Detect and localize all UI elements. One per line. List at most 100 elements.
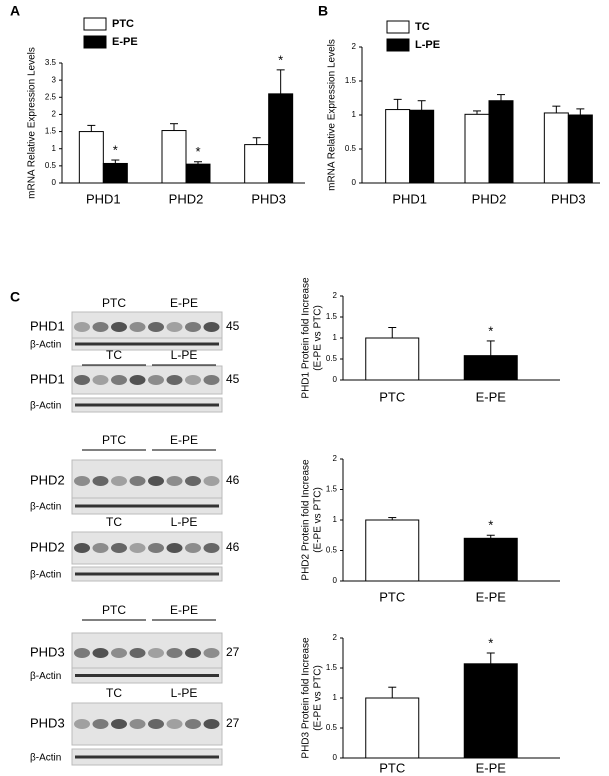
blot-band (92, 375, 109, 385)
y-tick-label: 1.5 (45, 127, 57, 136)
y-tick-label: 0.5 (326, 546, 338, 555)
blot-band (148, 719, 164, 729)
y-axis-label: PHD1 Protein fold Increase (301, 277, 312, 399)
blot-band (74, 648, 90, 658)
y-axis-label: (E-PE vs PTC) (313, 665, 324, 731)
bar (463, 537, 518, 582)
bar (185, 163, 211, 184)
blot-band (148, 322, 164, 332)
blot-band (148, 375, 164, 385)
y-tick-label: 0 (333, 375, 338, 384)
lane-group-label: L-PE (171, 515, 198, 529)
legend-swatch (386, 38, 410, 52)
blot-band (166, 543, 183, 553)
panel-label: B (318, 3, 328, 19)
x-tick-label: PTC (379, 389, 405, 404)
bar (567, 114, 593, 184)
blot-band (92, 476, 109, 486)
bar (464, 113, 490, 184)
y-tick-label: 0.5 (326, 723, 338, 732)
blot-band (129, 375, 146, 385)
bar (409, 109, 435, 184)
significance-marker: * (488, 635, 493, 650)
blot-band (148, 648, 164, 658)
actin-label: β-Actin (30, 340, 61, 351)
actin-label: β-Actin (30, 570, 61, 581)
x-tick-label: PHD2 (472, 191, 507, 206)
y-tick-label: 2 (333, 454, 338, 463)
blot-band (185, 375, 201, 385)
bar (385, 109, 411, 184)
y-axis-label: PHD3 Protein fold Increase (301, 637, 312, 759)
y-tick-label: 1.5 (345, 76, 357, 85)
bar (102, 162, 128, 184)
blot-band (92, 322, 109, 332)
lane-group-label: PTC (102, 296, 126, 310)
y-tick-label: 2.5 (45, 92, 57, 101)
y-tick-label: 2 (52, 110, 57, 119)
y-axis-label: mRNA Relative Expression Levels (327, 39, 338, 191)
legend-swatch (83, 17, 107, 31)
blot-band (148, 543, 164, 553)
y-axis-label: PHD2 Protein fold Increase (301, 459, 312, 581)
bar (365, 337, 420, 381)
x-tick-label: E-PE (476, 589, 507, 604)
protein-label: PHD3 (30, 715, 65, 730)
y-tick-label: 2 (352, 42, 357, 51)
y-tick-label: 0 (352, 178, 357, 187)
blot-band (166, 375, 183, 385)
y-tick-label: 3.5 (45, 58, 57, 67)
x-tick-label: E-PE (476, 760, 507, 775)
significance-marker: * (488, 323, 493, 338)
blot-band (111, 322, 127, 332)
y-tick-label: 3 (52, 75, 57, 84)
y-tick-label: 1.5 (326, 663, 338, 672)
lane-group-label: PTC (102, 433, 126, 447)
legend-label: PTC (112, 18, 134, 30)
blot-band (166, 648, 183, 658)
actin-label: β-Actin (30, 502, 61, 513)
blot-band (74, 543, 90, 553)
y-tick-label: 0 (52, 178, 57, 187)
y-tick-label: 0 (333, 576, 338, 585)
protein-label: PHD2 (30, 539, 65, 554)
blot-image (71, 531, 223, 565)
blot-band (129, 648, 146, 658)
blot-band (74, 476, 90, 486)
legend-swatch (386, 20, 410, 34)
y-axis-label: (E-PE vs PTC) (313, 305, 324, 371)
y-tick-label: 2 (333, 291, 338, 300)
bar (488, 100, 514, 184)
blot-band (185, 476, 201, 486)
blot-band (74, 719, 90, 729)
actin-label: β-Actin (30, 671, 61, 682)
protein-label: PHD1 (30, 371, 65, 386)
actin-label: β-Actin (30, 753, 61, 764)
blot-band (166, 719, 183, 729)
blot-band (203, 476, 220, 486)
y-tick-label: 0 (333, 753, 338, 762)
size-label: 46 (226, 473, 240, 487)
legend-label: TC (415, 21, 430, 33)
bar (463, 355, 518, 381)
lane-group-label: TC (106, 515, 122, 529)
blot-band (92, 543, 109, 553)
y-axis-label: mRNA Relative Expression Levels (27, 47, 38, 199)
bar (161, 130, 187, 184)
significance-marker: * (113, 142, 118, 157)
size-label: 46 (226, 540, 240, 554)
y-tick-label: 0.5 (326, 354, 338, 363)
lane-group-label: E-PE (170, 433, 198, 447)
x-tick-label: PHD1 (392, 191, 427, 206)
y-axis-label: (E-PE vs PTC) (313, 487, 324, 553)
blot-band (111, 543, 127, 553)
blot-band (185, 322, 201, 332)
bar (365, 519, 420, 582)
y-tick-label: 2 (333, 633, 338, 642)
legend-label: L-PE (415, 39, 440, 51)
bar (268, 93, 294, 184)
y-tick-label: 0.5 (345, 144, 357, 153)
bar (244, 144, 270, 184)
bar (543, 112, 569, 184)
legend-swatch (83, 35, 107, 49)
